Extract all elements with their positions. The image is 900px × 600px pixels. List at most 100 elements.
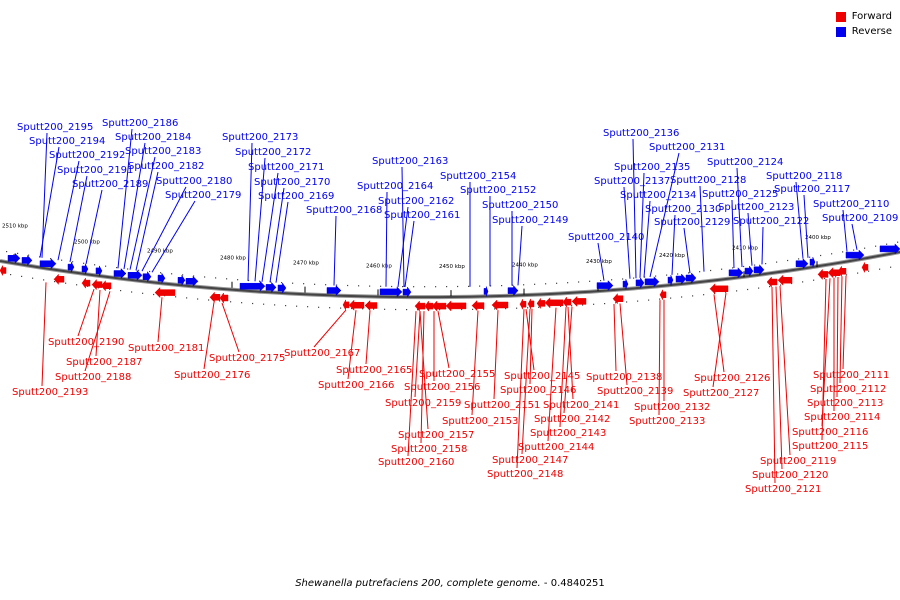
- forward-gene-label: Sputt200_2157: [398, 430, 474, 441]
- track-dot: [692, 295, 694, 297]
- track-dot: [725, 291, 727, 293]
- forward-gene-label: Sputt200_2160: [378, 457, 454, 468]
- track-dot: [153, 293, 155, 296]
- track-dot: [182, 274, 184, 276]
- reverse-gene-label: Sputt200_2192: [49, 150, 125, 161]
- track-dot: [472, 308, 474, 310]
- reverse-leader-line: [57, 160, 80, 261]
- track-dot: [813, 279, 815, 281]
- forward-leader-line: [407, 311, 417, 457]
- track-dot: [369, 285, 371, 287]
- track-dot: [571, 305, 573, 307]
- track-dot: [351, 307, 353, 310]
- reverse-gene-label: Sputt200_2123: [718, 202, 794, 213]
- legend-forward-label: Forward: [851, 11, 892, 22]
- track-dot: [391, 285, 393, 288]
- track-dot: [127, 268, 129, 270]
- forward-leader-line: [203, 302, 215, 370]
- forward-gene-label: Sputt200_2138: [586, 372, 662, 383]
- backbone-line: [0, 251, 900, 299]
- track-dot: [241, 302, 243, 304]
- reverse-gene-label: Sputt200_2152: [460, 185, 536, 196]
- reverse-leader-line: [275, 201, 289, 283]
- forward-leader-line: [471, 310, 479, 416]
- track-dot: [281, 282, 283, 284]
- track-dot: [681, 296, 683, 298]
- reverse-gene-label: Sputt200_2134: [620, 190, 696, 201]
- scale-tick-label: 2400 kbp: [805, 235, 831, 241]
- track-dot: [853, 249, 855, 251]
- scale-ticks: 2510 kbp 2500 kbp 2490 kbp 2480 kbp 2470 kbp…: [2, 223, 831, 297]
- reverse-gene-arrow: [644, 276, 660, 288]
- forward-gene-arrow: [571, 295, 587, 308]
- track-dot: [21, 275, 23, 277]
- reverse-gene-label: Sputt200_2130: [645, 204, 721, 215]
- forward-leader-line: [559, 307, 567, 428]
- reverse-gene-label: Sputt200_2163: [372, 156, 448, 167]
- forward-gene-label: Sputt200_2139: [597, 386, 673, 397]
- forward-leader-line: [157, 297, 163, 343]
- track-dot: [61, 259, 63, 261]
- forward-gene-label: Sputt200_2193: [12, 387, 88, 398]
- track-dot: [72, 261, 74, 263]
- track-dot: [417, 309, 419, 311]
- reverse-gene-label: Sputt200_2162: [378, 196, 454, 207]
- forward-leader-line: [419, 311, 429, 430]
- track-dot: [600, 280, 602, 282]
- reverse-gene-label: Sputt200_2171: [248, 162, 324, 173]
- scale-tick-label: 2410 kbp: [732, 245, 758, 251]
- reverse-gene-label: Sputt200_2140: [568, 232, 644, 243]
- scale-tick-label: 2490 kbp: [147, 249, 173, 255]
- forward-gene-arrow: [709, 283, 729, 295]
- forward-gene-arrow: [659, 289, 667, 300]
- track-dot: [54, 281, 56, 283]
- track-dot: [604, 303, 606, 305]
- track-dot: [512, 284, 514, 286]
- track-dot: [754, 264, 756, 266]
- track-dot: [17, 252, 19, 254]
- track-dot: [567, 282, 569, 284]
- forward-gene-arrow: [536, 297, 546, 310]
- reverse-leader-line: [151, 200, 196, 273]
- forward-gene-label: Sputt200_2190: [48, 337, 124, 348]
- legend: Forward Reverse: [835, 9, 892, 39]
- reverse-leader-line: [731, 199, 735, 269]
- track-dot: [787, 259, 789, 262]
- forward-gene-arrow: [777, 274, 793, 286]
- track-dot: [204, 276, 206, 278]
- track-dot: [307, 306, 309, 308]
- reverse-gene-arrow: [265, 281, 277, 294]
- track-dot: [270, 281, 272, 283]
- reverse-gene-arrow: [507, 284, 519, 297]
- track-dot: [215, 277, 217, 279]
- reverse-gene-label: Sputt200_2124: [707, 157, 783, 168]
- forward-gene-arrow: [0, 265, 7, 276]
- scale-tick-label: 2420 kbp: [659, 253, 685, 259]
- forward-gene-arrow: [219, 292, 229, 304]
- track-dot: [197, 298, 199, 300]
- reverse-leader-line: [639, 172, 645, 278]
- track-dot: [336, 284, 338, 286]
- reverse-gene-label: Sputt200_2164: [357, 181, 433, 192]
- track-dot: [303, 283, 305, 285]
- forward-leader-line: [771, 286, 776, 484]
- forward-gene-label: Sputt200_2155: [419, 369, 495, 380]
- reverse-leader-line: [385, 191, 388, 287]
- reverse-leader-line: [649, 152, 680, 278]
- forward-gene-label: Sputt200_2111: [813, 370, 889, 381]
- track-dot: [589, 280, 591, 282]
- forward-gene-arrow: [348, 299, 365, 311]
- reverse-gene-label: Sputt200_2195: [17, 122, 93, 133]
- forward-gene-label: Sputt200_2147: [492, 455, 568, 466]
- forward-leader-line: [521, 308, 531, 455]
- reverse-gene-arrow: [67, 261, 75, 273]
- reverse-gene-label: Sputt200_2122: [733, 216, 809, 227]
- forward-gene-arrow: [544, 297, 564, 309]
- track-dot: [633, 277, 635, 279]
- track-dot: [384, 308, 386, 310]
- reverse-gene-label: Sputt200_2168: [306, 205, 382, 216]
- track-dot: [373, 308, 375, 310]
- reverse-gene-arrow: [113, 267, 127, 280]
- reverse-gene-arrow: [483, 286, 489, 297]
- reverse-gene-arrow: [39, 258, 57, 270]
